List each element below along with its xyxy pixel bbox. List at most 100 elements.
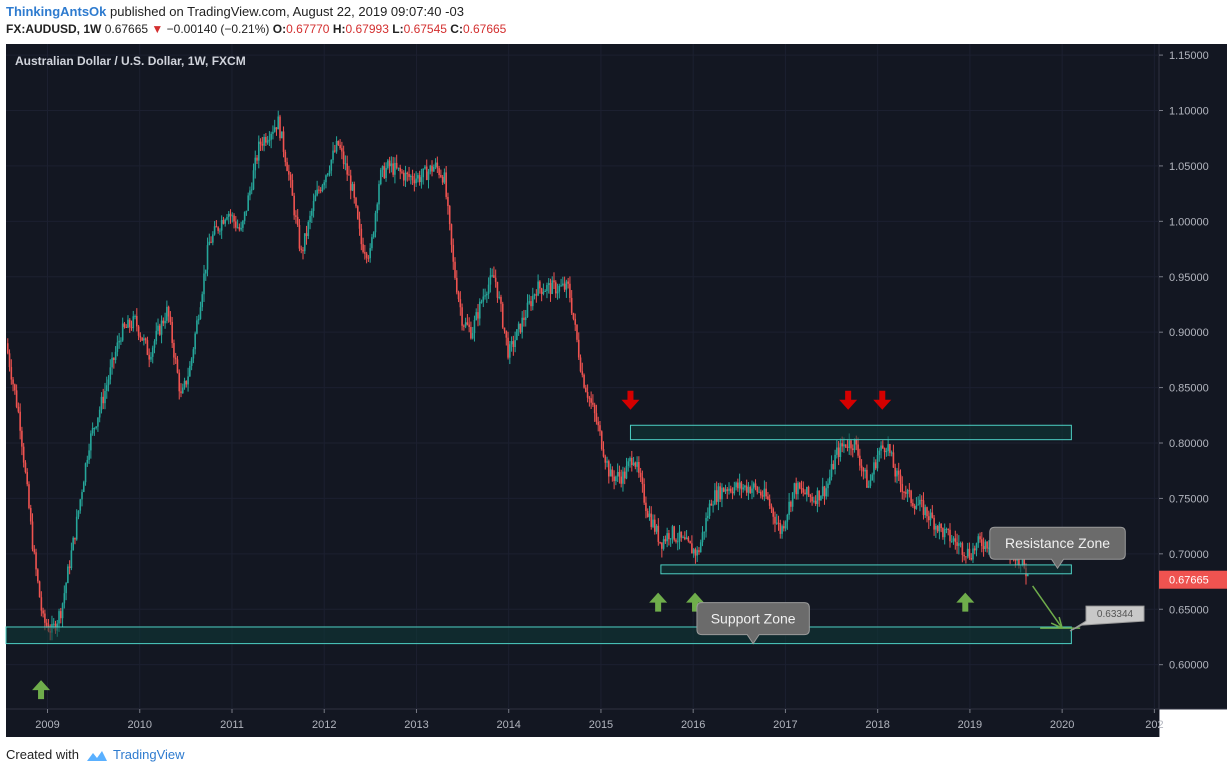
candle-body [272, 131, 274, 134]
candle-body [790, 501, 792, 507]
candle [722, 487, 725, 493]
candle-body [97, 417, 99, 427]
candle-body [524, 317, 527, 321]
candle-body [798, 482, 801, 489]
candle [975, 542, 978, 557]
candle-body [383, 166, 386, 179]
candle-body [413, 180, 416, 184]
candle [468, 317, 470, 333]
candle-body [455, 277, 458, 293]
author-link[interactable]: ThinkingAntsOk [6, 4, 107, 19]
candle [298, 219, 301, 252]
candle-body [668, 533, 670, 540]
candle-body [692, 549, 695, 554]
candle [26, 468, 29, 487]
candle-body [752, 483, 755, 489]
candle [825, 481, 828, 500]
candle-body [627, 461, 630, 466]
candle-body [553, 280, 555, 283]
candle-body [698, 550, 700, 553]
candle [600, 430, 603, 451]
candle [523, 309, 525, 327]
candle-body [811, 496, 813, 502]
candle-body [924, 507, 927, 516]
published-text: published on TradingView.com, August 22,… [110, 4, 464, 19]
candle-body [344, 163, 347, 165]
candle [949, 523, 951, 548]
candle [473, 315, 476, 342]
candle [263, 133, 265, 152]
candle-body [876, 454, 879, 469]
candle-body [791, 492, 794, 507]
candle [577, 332, 580, 360]
candle-body [452, 244, 455, 262]
candle-body [334, 150, 336, 152]
candle [933, 515, 935, 536]
price-axis[interactable]: 1.15000 1.10000 1.05000 1.00000 0.95000 0.900… [1159, 50, 1227, 672]
price-chart[interactable]: Resistance Zone Support Zone 0.63344 1.150… [0, 42, 1227, 738]
candle [250, 182, 253, 195]
time-tick-label: 2015 [589, 719, 613, 731]
candle-body [947, 528, 950, 530]
candle-body [859, 455, 861, 466]
candle-body [855, 438, 858, 445]
candle-body [959, 543, 962, 545]
candle [747, 482, 750, 500]
candle [738, 473, 741, 496]
candle-body [102, 396, 105, 404]
candle [924, 504, 927, 519]
candle-body [52, 623, 55, 625]
tradingview-brand-link[interactable]: TradingView [113, 747, 185, 762]
candle-body [475, 312, 478, 321]
candle [6, 338, 9, 355]
callout[interactable]: Resistance Zone [989, 526, 1126, 570]
candle [602, 441, 605, 458]
candle-body [977, 536, 980, 544]
candle [733, 481, 736, 496]
candle-body [204, 269, 207, 274]
candle [862, 467, 865, 480]
candle [265, 133, 267, 147]
candle [402, 170, 405, 187]
candle-body [441, 176, 444, 183]
candle-body [298, 224, 301, 249]
candle-body [238, 227, 241, 230]
resistance-zone-rect[interactable] [629, 424, 1072, 441]
candle-body [779, 523, 782, 534]
candle [411, 169, 414, 185]
candle [10, 359, 13, 385]
candle [694, 547, 697, 564]
candle-body [775, 522, 778, 524]
candle-body [213, 226, 216, 235]
candle-body [754, 483, 757, 488]
candle [772, 507, 775, 525]
candle [938, 521, 941, 540]
candle-body [406, 172, 409, 175]
candle [659, 541, 661, 545]
candle [919, 494, 921, 512]
candle-body [871, 474, 874, 481]
candle-body [279, 116, 281, 139]
candle-body [210, 241, 212, 243]
candle-body [600, 431, 603, 450]
candle [300, 245, 303, 254]
lower-range-rect[interactable] [660, 564, 1072, 575]
candle-body [273, 127, 276, 132]
candle-body [178, 372, 181, 392]
candle [685, 529, 688, 540]
candle-body [482, 296, 485, 302]
candle-body [162, 320, 165, 324]
candle-body [245, 210, 248, 212]
callout[interactable]: Support Zone [696, 602, 810, 645]
support-zone-rect[interactable] [5, 626, 1072, 645]
candle-body [379, 169, 382, 185]
candle [447, 192, 449, 215]
candle [302, 247, 304, 260]
candle [344, 155, 347, 171]
candle [896, 467, 898, 484]
candle-body [634, 462, 637, 467]
candle [592, 394, 594, 407]
candle-body [410, 175, 412, 177]
candle-body [616, 471, 619, 477]
time-axis[interactable]: 2009 2010 2011 2012 2013 2014 2015 2016 2017 2018… [35, 709, 1164, 731]
